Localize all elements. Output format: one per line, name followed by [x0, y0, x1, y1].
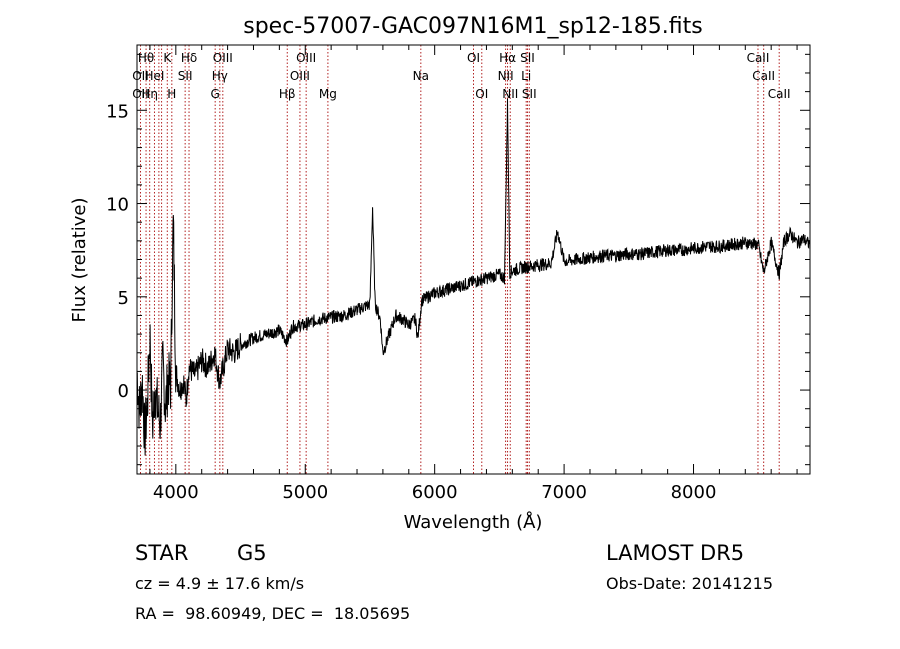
line-label-15: OIII: [290, 69, 310, 83]
redshift-cz: cz = 4.9 ± 17.6 km/s: [135, 574, 305, 593]
y-tick-label: 0: [118, 381, 129, 402]
y-tick-label: 15: [106, 101, 129, 122]
object-subclass: G5: [237, 541, 267, 565]
line-label-4: HeI: [144, 69, 164, 83]
line-label-27: CaII: [747, 51, 770, 65]
line-label-13: OIII: [213, 51, 233, 65]
line-label-8: H: [167, 87, 176, 101]
line-label-22: Hα: [499, 51, 516, 65]
object-class: STAR: [135, 541, 189, 565]
survey-name: LAMOST DR5: [606, 541, 745, 565]
line-label-11: G: [211, 87, 220, 101]
y-axis-label: Flux (relative): [69, 197, 90, 322]
y-tick-label: 5: [118, 288, 129, 309]
line-label-2: Hθ: [138, 51, 154, 65]
line-label-18: Na: [413, 69, 429, 83]
line-label-24: Li: [521, 69, 531, 83]
line-label-20: OI: [475, 87, 488, 101]
line-label-21: NII: [498, 69, 514, 83]
line-label-26: SII: [522, 87, 537, 101]
x-tick-label: 4000: [153, 482, 199, 503]
x-axis-label: Wavelength (Å): [404, 511, 543, 533]
y-tick-label: 10: [106, 195, 129, 216]
x-tick-label: 6000: [412, 482, 458, 503]
emission-line-markers: [139, 45, 780, 474]
line-label-23: NII: [502, 87, 518, 101]
line-label-29: CaII: [768, 87, 791, 101]
line-label-28: CaII: [752, 69, 775, 83]
x-tick-label: 8000: [671, 482, 717, 503]
line-label-3: Hη: [141, 87, 158, 101]
line-label-12: Hγ: [212, 69, 228, 83]
line-label-7: K: [163, 51, 172, 65]
spectrum-line: [136, 98, 811, 456]
emission-line-labels: OIIOIIHθHηHeIKHSIIHδGHγOIIIHβOIIIOIIIMgN…: [132, 51, 790, 101]
line-label-14: Hβ: [279, 87, 296, 101]
observation-date: Obs-Date: 20141215: [606, 574, 774, 593]
line-label-9: SII: [178, 69, 193, 83]
x-tick-label: 5000: [282, 482, 328, 503]
axis-ticks: 4000 5000 6000 7000 8000 0 5 10 15: [106, 45, 810, 503]
line-label-10: Hδ: [181, 51, 197, 65]
line-label-1: OII: [132, 87, 149, 101]
coordinates: RA = 98.60949, DEC = 18.05695: [135, 604, 411, 623]
line-label-17: Mg: [319, 87, 337, 101]
line-label-25: SII: [520, 51, 535, 65]
line-label-0: OII: [132, 69, 149, 83]
x-tick-label: 7000: [541, 482, 587, 503]
line-label-19: OI: [467, 51, 480, 65]
line-label-16: OIII: [296, 51, 316, 65]
chart-title: spec-57007-GAC097N16M1_sp12-185.fits: [243, 14, 703, 39]
